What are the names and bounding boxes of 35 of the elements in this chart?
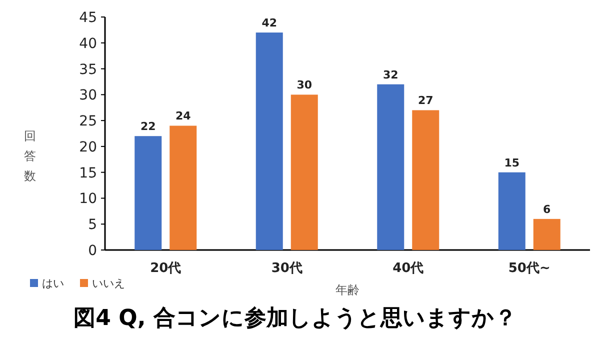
text: 図4 Q, 合コンに参加しようと思いますか？ bbox=[74, 306, 516, 331]
data-label: 6 bbox=[543, 202, 552, 216]
y-tick-label: 45 bbox=[79, 10, 97, 26]
x-tick-label: 30代 bbox=[271, 261, 302, 276]
bar bbox=[412, 110, 440, 250]
y-tick-label: 20 bbox=[79, 139, 97, 156]
y-tick-label: 15 bbox=[79, 165, 97, 182]
x-tick-label: 50代~ bbox=[508, 261, 550, 276]
data-label: 27 bbox=[418, 94, 434, 108]
x-tick-label: 20代 bbox=[150, 261, 182, 276]
y-tick-label: 40 bbox=[79, 36, 97, 52]
bar bbox=[134, 136, 162, 250]
x-axis-title: 年齢 bbox=[336, 283, 360, 297]
data-label: 15 bbox=[504, 156, 520, 170]
legend-label: いいえ bbox=[92, 277, 125, 290]
data-label: 32 bbox=[382, 68, 398, 82]
bar bbox=[256, 32, 283, 250]
data-label: 42 bbox=[262, 16, 278, 30]
y-tick-label: 30 bbox=[79, 88, 97, 104]
bar bbox=[533, 218, 560, 250]
y-axis-title: 回答数 bbox=[24, 129, 36, 183]
bar bbox=[498, 172, 526, 250]
bar bbox=[170, 126, 197, 250]
y-tick-label: 10 bbox=[79, 191, 97, 208]
y-tick-label: 35 bbox=[79, 62, 97, 78]
x-tick-label: 40代 bbox=[392, 261, 424, 276]
data-label: 24 bbox=[175, 110, 192, 123]
y-tick-label: 0 bbox=[88, 243, 97, 259]
data-label: 22 bbox=[140, 120, 156, 134]
bar bbox=[377, 84, 404, 250]
data-label: 30 bbox=[296, 78, 312, 92]
y-tick-label: 25 bbox=[79, 114, 97, 130]
y-tick-label: 5 bbox=[88, 217, 97, 234]
bar bbox=[290, 94, 318, 250]
legend-label: はい bbox=[42, 277, 64, 290]
